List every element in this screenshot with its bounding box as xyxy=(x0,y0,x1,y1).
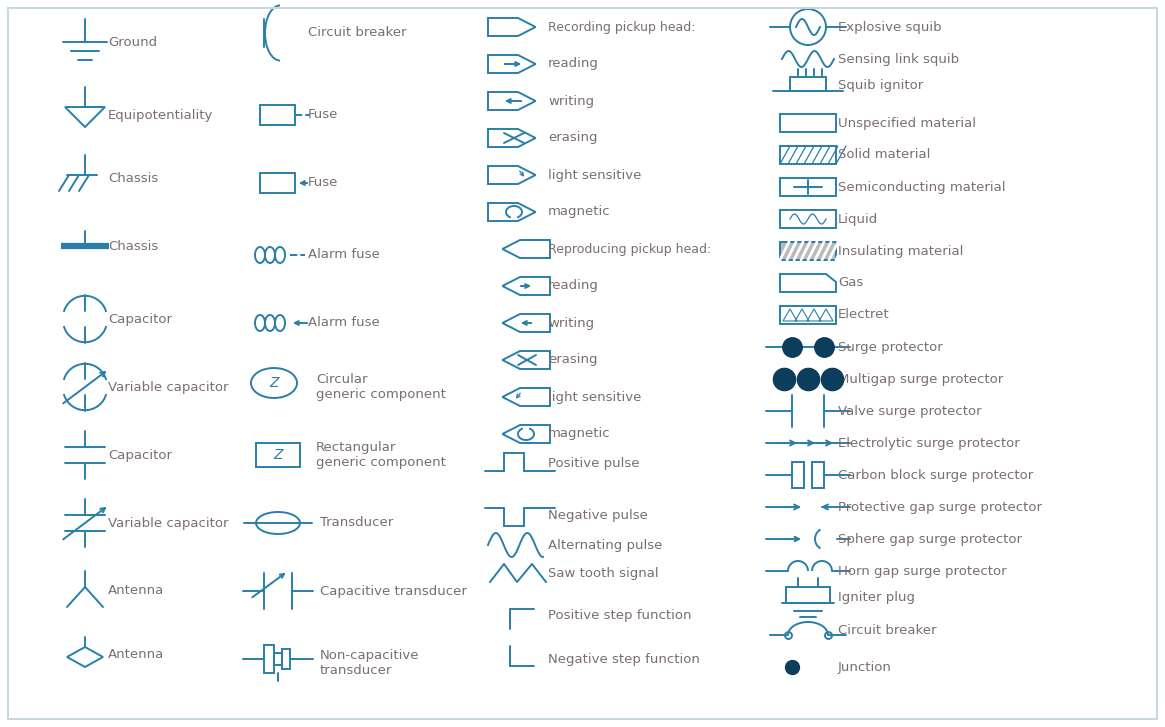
Text: Circuit breaker: Circuit breaker xyxy=(308,26,407,39)
Text: erasing: erasing xyxy=(548,353,598,366)
Text: Equipotentiality: Equipotentiality xyxy=(108,108,213,121)
Text: Circuit breaker: Circuit breaker xyxy=(838,624,937,638)
Bar xyxy=(781,146,836,164)
Bar xyxy=(260,105,295,125)
Text: Non-capacitive
transducer: Non-capacitive transducer xyxy=(320,649,419,677)
Text: Explosive squib: Explosive squib xyxy=(838,20,941,33)
Text: Z: Z xyxy=(274,448,283,462)
Text: Recording pickup head:: Recording pickup head: xyxy=(548,20,696,33)
Text: Liquid: Liquid xyxy=(838,212,878,225)
Text: magnetic: magnetic xyxy=(548,206,610,219)
Text: Sphere gap surge protector: Sphere gap surge protector xyxy=(838,532,1022,545)
Text: Protective gap surge protector: Protective gap surge protector xyxy=(838,500,1042,513)
Bar xyxy=(260,173,295,193)
Text: Alarm fuse: Alarm fuse xyxy=(308,249,380,262)
Text: erasing: erasing xyxy=(548,132,598,145)
Text: Capacitor: Capacitor xyxy=(108,449,172,462)
Bar xyxy=(282,649,290,669)
Text: reading: reading xyxy=(548,279,599,292)
Text: Carbon block surge protector: Carbon block surge protector xyxy=(838,468,1033,481)
Text: Junction: Junction xyxy=(838,661,892,673)
Bar xyxy=(812,462,824,488)
Bar xyxy=(781,306,836,324)
Text: writing: writing xyxy=(548,95,594,108)
Text: Insulating material: Insulating material xyxy=(838,244,963,257)
Text: Antenna: Antenna xyxy=(108,585,164,598)
Text: Alternating pulse: Alternating pulse xyxy=(548,539,663,552)
Bar xyxy=(264,645,274,673)
Text: Valve surge protector: Valve surge protector xyxy=(838,404,982,417)
Text: Alarm fuse: Alarm fuse xyxy=(308,316,380,329)
Text: Fuse: Fuse xyxy=(308,108,338,121)
Text: Solid material: Solid material xyxy=(838,148,931,161)
Text: Semiconducting material: Semiconducting material xyxy=(838,180,1005,193)
Text: reading: reading xyxy=(548,57,599,71)
Text: Sensing link squib: Sensing link squib xyxy=(838,52,959,65)
Text: Chassis: Chassis xyxy=(108,239,158,252)
Text: Chassis: Chassis xyxy=(108,172,158,185)
Bar xyxy=(274,653,282,665)
Text: Multigap surge protector: Multigap surge protector xyxy=(838,372,1003,385)
Text: Negative step function: Negative step function xyxy=(548,654,700,667)
Text: Reproducing pickup head:: Reproducing pickup head: xyxy=(548,243,712,255)
Text: Circular
generic component: Circular generic component xyxy=(316,373,446,401)
Text: Variable capacitor: Variable capacitor xyxy=(108,380,228,393)
Text: Electret: Electret xyxy=(838,308,890,321)
Bar xyxy=(792,462,804,488)
Text: Z: Z xyxy=(269,376,278,390)
Text: Negative pulse: Negative pulse xyxy=(548,510,648,523)
Bar xyxy=(781,178,836,196)
Text: Saw tooth signal: Saw tooth signal xyxy=(548,568,658,580)
Text: Fuse: Fuse xyxy=(308,177,338,190)
Bar xyxy=(781,210,836,228)
Text: Gas: Gas xyxy=(838,276,863,289)
Text: Ground: Ground xyxy=(108,36,157,49)
Text: Capacitor: Capacitor xyxy=(108,313,172,326)
Text: light sensitive: light sensitive xyxy=(548,390,642,403)
Bar xyxy=(256,443,301,467)
Bar xyxy=(786,587,829,603)
Text: Squib ignitor: Squib ignitor xyxy=(838,79,923,92)
Text: Surge protector: Surge protector xyxy=(838,340,942,353)
Text: Transducer: Transducer xyxy=(320,516,394,529)
Text: writing: writing xyxy=(548,316,594,329)
Text: Electrolytic surge protector: Electrolytic surge protector xyxy=(838,436,1019,449)
Bar xyxy=(781,242,836,260)
Text: magnetic: magnetic xyxy=(548,427,610,441)
Text: Positive step function: Positive step function xyxy=(548,608,692,622)
Text: Unspecified material: Unspecified material xyxy=(838,116,976,129)
Text: Positive pulse: Positive pulse xyxy=(548,457,640,470)
Text: light sensitive: light sensitive xyxy=(548,169,642,182)
Text: Igniter plug: Igniter plug xyxy=(838,590,915,603)
Text: Horn gap surge protector: Horn gap surge protector xyxy=(838,564,1007,577)
Text: Rectangular
generic component: Rectangular generic component xyxy=(316,441,446,469)
Bar xyxy=(781,114,836,132)
Bar xyxy=(790,77,826,91)
Text: Capacitive transducer: Capacitive transducer xyxy=(320,585,467,598)
Text: Variable capacitor: Variable capacitor xyxy=(108,516,228,529)
Text: Antenna: Antenna xyxy=(108,648,164,662)
